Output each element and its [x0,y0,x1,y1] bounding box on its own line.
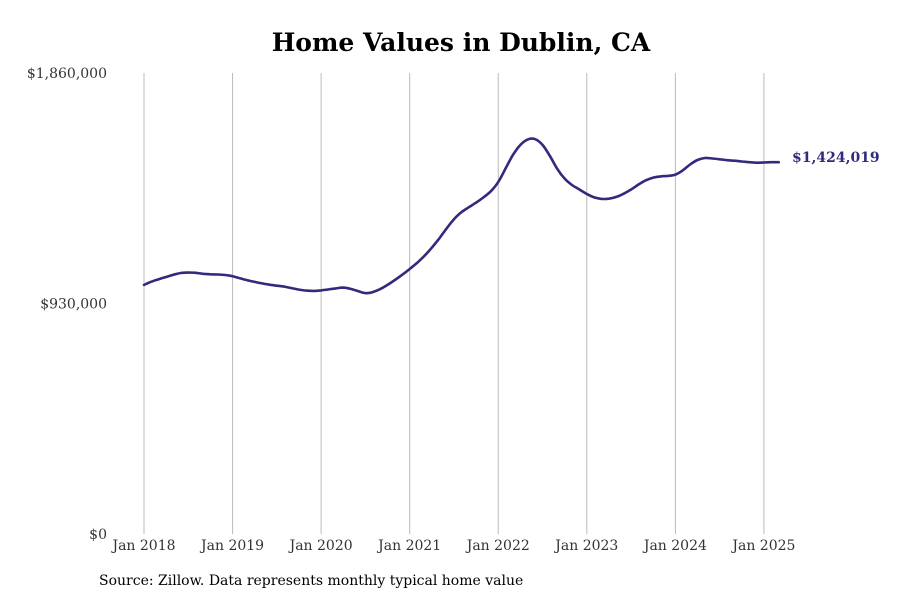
x-tick-label: Jan 2022 [465,538,530,554]
x-tick-label: Jan 2020 [288,538,353,554]
y-tick-label: $1,860,000 [27,66,107,82]
source-note: Source: Zillow. Data represents monthly … [99,573,524,589]
x-tick-label: Jan 2021 [376,538,441,554]
end-value-label: $1,424,019 [792,150,880,166]
x-tick-label: Jan 2025 [730,538,795,554]
x-tick-label: Jan 2024 [642,538,707,554]
x-tick-label: Jan 2019 [199,538,264,554]
x-tick-label: Jan 2018 [110,538,175,554]
series-line [142,137,780,295]
y-tick-label: $930,000 [40,297,107,313]
y-tick-label: $0 [89,527,107,543]
x-tick-label: Jan 2023 [553,538,618,554]
chart-title: Home Values in Dublin, CA [271,28,651,57]
